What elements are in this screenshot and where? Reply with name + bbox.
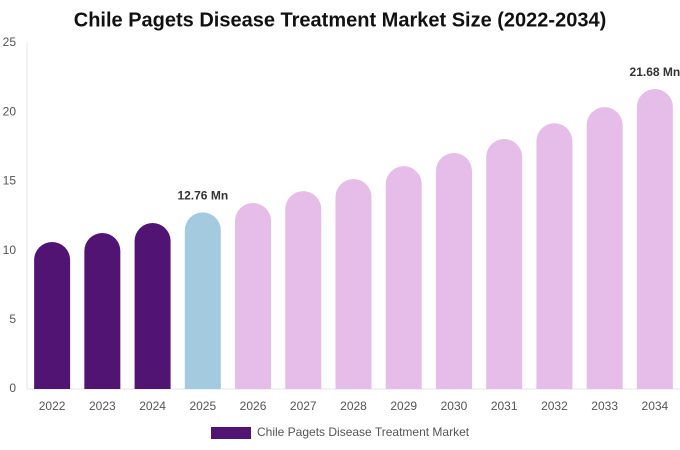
- bar: [235, 203, 272, 389]
- x-tick-label: 2024: [139, 399, 166, 413]
- x-tick-label: 2026: [240, 399, 267, 413]
- x-tick-label: 2022: [39, 399, 66, 413]
- bar: [285, 191, 322, 389]
- bar: [636, 88, 673, 390]
- y-tick-label: 25: [3, 35, 17, 49]
- x-tick-label: 2023: [89, 399, 116, 413]
- bar: [84, 233, 121, 389]
- x-tick-label: 2025: [189, 399, 216, 413]
- value-label: 21.68 Mn: [630, 65, 680, 79]
- bar: [134, 223, 171, 389]
- x-tick-label: 2033: [591, 399, 618, 413]
- x-tick-label: 2031: [491, 399, 518, 413]
- chart-title: Chile Pagets Disease Treatment Market Si…: [74, 9, 606, 31]
- x-tick-label: 2029: [390, 399, 417, 413]
- bar: [184, 212, 221, 389]
- bar: [385, 166, 422, 389]
- bar: [435, 153, 472, 389]
- y-tick-label: 5: [9, 312, 16, 326]
- bar: [34, 242, 71, 389]
- y-tick-label: 20: [3, 104, 17, 118]
- bar: [536, 123, 573, 389]
- bar: [335, 179, 372, 389]
- x-tick-label: 2028: [340, 399, 367, 413]
- x-tick-label: 2030: [441, 399, 468, 413]
- x-tick-label: 2032: [541, 399, 568, 413]
- y-tick-label: 10: [3, 243, 17, 257]
- bar: [586, 107, 623, 390]
- bar: [486, 139, 523, 389]
- value-label: 12.76 Mn: [177, 189, 228, 203]
- x-tick-label: 2034: [642, 399, 669, 413]
- y-tick-label: 0: [9, 381, 16, 395]
- x-tick-label: 2027: [290, 399, 317, 413]
- legend-swatch: [211, 427, 251, 439]
- y-tick-label: 15: [3, 174, 17, 188]
- legend-label: Chile Pagets Disease Treatment Market: [257, 425, 470, 439]
